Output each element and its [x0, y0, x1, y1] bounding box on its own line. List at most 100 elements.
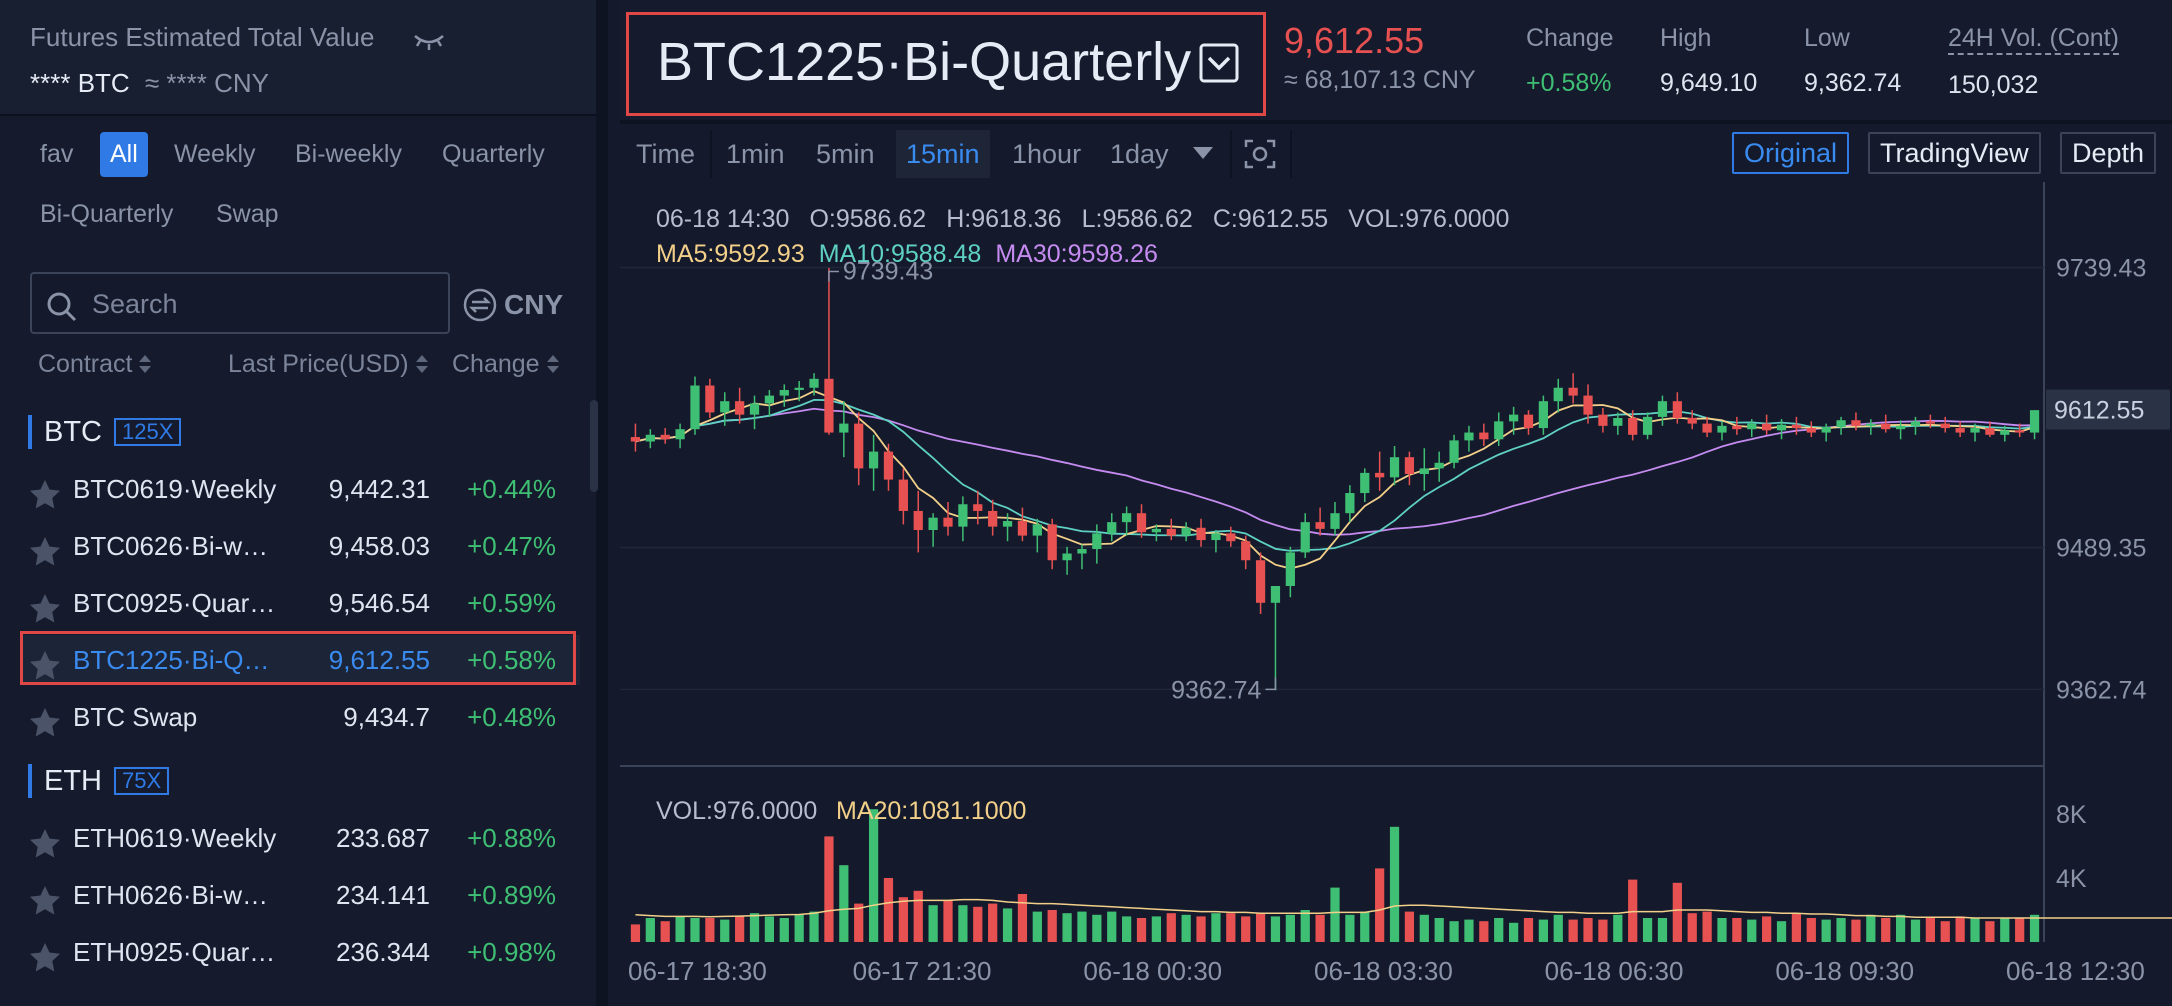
volume-bar [1776, 921, 1787, 942]
tab-swap[interactable]: Swap [216, 200, 279, 228]
volume-bar [1285, 914, 1295, 942]
interval-time[interactable]: Time [636, 139, 695, 169]
screenshot-icon[interactable] [1244, 138, 1276, 170]
contract-change: +0.44% [467, 474, 556, 504]
candle-body [1583, 395, 1593, 415]
view-depth-button[interactable]: Depth [2060, 132, 2157, 174]
col-change[interactable]: Change [452, 350, 560, 379]
candle-body [1791, 424, 1802, 429]
tab-bi-weekly[interactable]: Bi-weekly [295, 140, 402, 168]
star-icon[interactable] [28, 706, 62, 738]
volume-bar [1970, 918, 1980, 942]
volume-bar [1910, 919, 1921, 942]
stat-label[interactable]: 24H Vol. (Cont) [1948, 24, 2119, 55]
star-icon[interactable] [28, 827, 62, 859]
candle-body [1494, 421, 1504, 440]
candle-body [1449, 440, 1459, 463]
price-chart[interactable]: 9739.43 9489.35 9362.74 9739.43 9362.74 9612.… [620, 182, 2172, 1006]
star-icon[interactable] [28, 592, 62, 624]
star-icon[interactable] [28, 941, 62, 973]
volume-bar [2015, 918, 2025, 942]
contract-row[interactable]: BTC0619·Weekly 9,442.31 +0.44% [20, 464, 580, 514]
last-price-cny: ≈ 68,107.13 CNY [1284, 66, 1476, 94]
candlestick-chart[interactable]: 9739.43 9489.35 9362.74 9739.43 9362.74 9612.… [620, 182, 2172, 1006]
stat-value: 9,649.10 [1660, 69, 1758, 97]
contract-row[interactable]: BTC0925·Quar… 9,546.54 +0.59% [20, 578, 580, 628]
search-input[interactable] [92, 282, 432, 326]
volume-bar [1196, 916, 1206, 942]
tab-fav[interactable]: fav [40, 140, 74, 168]
star-icon[interactable] [28, 649, 62, 681]
contract-row[interactable]: BTC0626·Bi-w… 9,458.03 +0.47% [20, 521, 580, 571]
candle-body [1657, 401, 1668, 417]
view-original-button[interactable]: Original [1732, 132, 1850, 174]
interval-1day[interactable]: 1day [1110, 139, 1169, 169]
contract-symbol: ETH0626·Bi-w… [73, 880, 269, 910]
star-icon[interactable] [28, 535, 62, 567]
candle-body [1285, 552, 1295, 586]
interval-more-icon[interactable] [1192, 146, 1214, 160]
contract-selector[interactable]: BTC1225·Bi-Quarterly [626, 12, 1266, 116]
group-header-btc[interactable]: BTC 125X [28, 412, 182, 452]
star-icon[interactable] [28, 884, 62, 916]
contract-row[interactable]: ETH0619·Weekly 233.687 +0.88% [20, 813, 580, 863]
candle-body [630, 437, 641, 442]
volume-bar [1375, 868, 1385, 942]
volume-bar [809, 911, 819, 942]
contract-row[interactable]: ETH0925·Quar… 236.344 +0.98% [20, 927, 580, 977]
tab-weekly[interactable]: Weekly [174, 140, 256, 168]
view-tradingview-button[interactable]: TradingView [1868, 132, 2041, 174]
volume-bar [1657, 918, 1668, 942]
candle-body [660, 434, 670, 440]
candle-body [1538, 401, 1548, 429]
eye-closed-icon[interactable] [412, 30, 446, 52]
contract-price: 9,546.54 [328, 588, 430, 618]
col-last-price-label: Last Price(USD) [228, 350, 409, 378]
candle-body [645, 434, 655, 442]
contract-symbol: BTC0925·Quar… [73, 588, 276, 618]
col-contract[interactable]: Contract [38, 350, 152, 379]
tab-quarterly[interactable]: Quarterly [442, 140, 545, 168]
volume-bar [1419, 914, 1429, 942]
currency-toggle[interactable]: CNY [462, 285, 563, 325]
interval-1min[interactable]: 1min [726, 139, 785, 169]
volume-bar [1389, 826, 1400, 942]
contract-row[interactable]: BTC Swap 9,434.7 +0.48% [20, 692, 580, 742]
interval-5min[interactable]: 5min [816, 139, 875, 169]
star-icon[interactable] [28, 478, 62, 510]
volume-bar [1836, 918, 1846, 942]
contract-row[interactable]: ETH0626·Bi-w… 234.141 +0.89% [20, 870, 580, 920]
interval-1hour[interactable]: 1hour [1012, 139, 1082, 169]
ohlc-time-label: 06-18 14:30 [656, 205, 789, 233]
volume-bar [1181, 914, 1191, 942]
interval-15min[interactable]: 15min [896, 130, 990, 178]
high-marker [828, 270, 839, 282]
volume-bar [1449, 921, 1459, 942]
volume-bar [898, 897, 908, 942]
volume-bar [779, 918, 789, 942]
search-box[interactable] [30, 272, 450, 334]
tab-bi-quarterly[interactable]: Bi-Quarterly [40, 200, 174, 228]
group-header-eth[interactable]: ETH 75X [28, 761, 170, 801]
candle-body [1925, 421, 1935, 424]
col-last-price[interactable]: Last Price(USD) [228, 350, 429, 379]
tab-all[interactable]: All [100, 132, 148, 177]
stat-label: Low [1804, 24, 1850, 52]
contract-row[interactable]: BTC1225·Bi-Q… 9,612.55 +0.58% [20, 635, 580, 685]
candle-body [913, 510, 923, 530]
volume-bar [1077, 911, 1087, 942]
candle-body [794, 387, 804, 390]
list-scrollbar[interactable] [590, 400, 598, 492]
candle-body [1226, 533, 1236, 542]
candle-body [1851, 420, 1861, 426]
volume-bar [1702, 911, 1712, 942]
chart-toolbar: Time 1min 5min 15min 1hour 1day Original… [620, 130, 2172, 178]
x-axis-tick-label: 06-17 21:30 [853, 956, 992, 986]
volume-bar [1092, 914, 1102, 942]
candle-body [1330, 513, 1340, 529]
volume-bar [1241, 916, 1251, 942]
candle-body [1613, 418, 1623, 426]
ohlc-open-label: O:9586.62 [809, 205, 926, 233]
group-accent-bar [28, 415, 32, 449]
group-name: ETH [44, 764, 102, 797]
